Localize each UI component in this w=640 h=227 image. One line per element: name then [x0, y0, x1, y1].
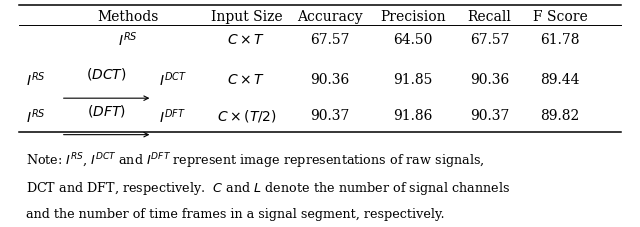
Text: Recall: Recall — [468, 10, 511, 24]
Text: Accuracy: Accuracy — [297, 10, 362, 24]
Text: $C \times T$: $C \times T$ — [227, 33, 266, 47]
Text: $C \times (T/2)$: $C \times (T/2)$ — [216, 108, 276, 124]
Text: $I^{DFT}$: $I^{DFT}$ — [159, 106, 186, 125]
Text: 67.57: 67.57 — [310, 33, 349, 47]
Text: 67.57: 67.57 — [470, 33, 509, 47]
Text: 90.37: 90.37 — [470, 109, 509, 123]
Text: 90.37: 90.37 — [310, 109, 349, 123]
Text: $C \times T$: $C \times T$ — [227, 72, 266, 86]
Text: $(DFT)$: $(DFT)$ — [87, 102, 125, 118]
Text: $I^{RS}$: $I^{RS}$ — [26, 106, 45, 125]
Text: DCT and DFT, respectively.  $C$ and $L$ denote the number of signal channels: DCT and DFT, respectively. $C$ and $L$ d… — [26, 179, 510, 196]
Text: 89.44: 89.44 — [540, 72, 580, 86]
Text: F Score: F Score — [532, 10, 588, 24]
Text: Precision: Precision — [380, 10, 445, 24]
Text: Methods: Methods — [97, 10, 159, 24]
Text: 91.85: 91.85 — [393, 72, 433, 86]
Text: $I^{DCT}$: $I^{DCT}$ — [159, 70, 187, 89]
Text: $(DCT)$: $(DCT)$ — [86, 66, 127, 82]
Text: and the number of time frames in a signal segment, respectively.: and the number of time frames in a signa… — [26, 207, 444, 220]
Text: $I^{RS}$: $I^{RS}$ — [26, 70, 45, 89]
Text: 89.82: 89.82 — [540, 109, 580, 123]
Text: Input Size: Input Size — [211, 10, 282, 24]
Text: 90.36: 90.36 — [310, 72, 349, 86]
Text: Note: $I^{RS}$, $I^{DCT}$ and $I^{DFT}$ represent image representations of raw s: Note: $I^{RS}$, $I^{DCT}$ and $I^{DFT}$ … — [26, 150, 484, 170]
Text: $I^{RS}$: $I^{RS}$ — [118, 30, 138, 49]
Text: 90.36: 90.36 — [470, 72, 509, 86]
Text: 91.86: 91.86 — [393, 109, 433, 123]
Text: 61.78: 61.78 — [540, 33, 580, 47]
Text: 64.50: 64.50 — [393, 33, 433, 47]
